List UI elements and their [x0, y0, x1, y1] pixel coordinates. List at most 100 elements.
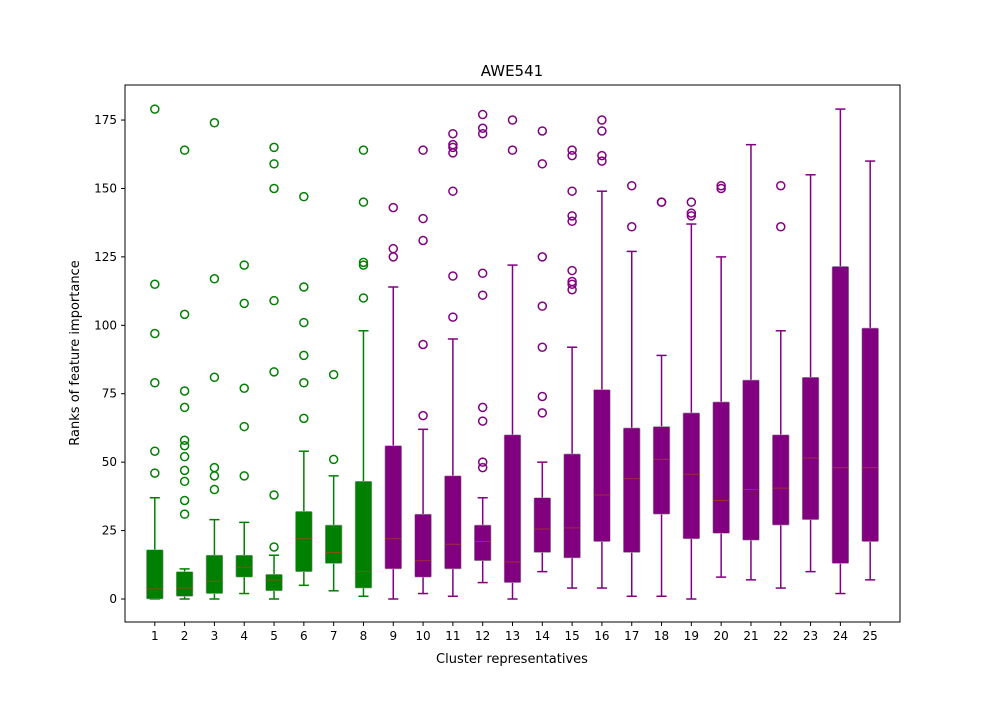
x-tick-label: 3 — [211, 629, 219, 643]
outlier-point — [179, 451, 190, 462]
y-tick-label: 175 — [94, 113, 117, 127]
outlier-point — [239, 471, 249, 481]
outlier-point — [477, 268, 488, 279]
outlier-point — [567, 279, 577, 290]
outlier-point — [209, 471, 220, 481]
box-group-13 — [503, 115, 522, 600]
box — [414, 513, 432, 578]
outlier-point — [686, 211, 697, 221]
box-group-6 — [295, 191, 313, 587]
outlier-point — [179, 509, 190, 519]
y-tick-label: 75 — [102, 387, 117, 401]
outlier-point — [358, 293, 369, 303]
box — [593, 389, 611, 542]
outlier-point — [269, 159, 279, 169]
outlier-point — [597, 156, 607, 166]
outlier-point — [477, 416, 488, 426]
box-group-25 — [861, 160, 879, 581]
outlier-point — [567, 276, 577, 287]
outlier-point — [150, 328, 160, 339]
outlier-point — [269, 142, 279, 153]
box — [295, 511, 313, 572]
outlier-point — [418, 339, 428, 350]
x-tick-label: 8 — [360, 629, 368, 643]
outlier-point — [567, 145, 577, 155]
box-group-10 — [414, 145, 432, 595]
x-tick-label: 4 — [240, 629, 248, 643]
outlier-point — [299, 378, 309, 388]
box — [831, 266, 850, 564]
outlier-point — [686, 208, 697, 218]
outlier-point — [626, 180, 637, 191]
outlier-point — [448, 142, 458, 153]
outlier-point — [477, 290, 488, 300]
outlier-point — [626, 222, 637, 232]
outlier-point — [179, 402, 190, 413]
box — [325, 524, 343, 564]
x-tick-label: 10 — [415, 629, 430, 643]
outlier-point — [179, 465, 190, 476]
x-tick-label: 21 — [743, 629, 758, 643]
outlier-point — [507, 145, 518, 155]
outlier-point — [299, 350, 309, 361]
box-group-18 — [652, 197, 671, 598]
outlier-point — [150, 279, 160, 290]
outlier-point — [179, 495, 190, 506]
outlier-point — [209, 118, 220, 128]
outlier-point — [567, 186, 577, 196]
x-tick-label: 7 — [330, 629, 338, 643]
box — [444, 475, 462, 570]
outlier-point — [358, 145, 369, 155]
outlier-point — [448, 128, 458, 139]
x-tick-label: 19 — [684, 629, 699, 643]
outlier-point — [597, 115, 607, 125]
box — [533, 497, 551, 553]
x-tick-label: 11 — [445, 629, 460, 643]
outlier-point — [150, 378, 160, 388]
outlier-point — [448, 271, 458, 281]
x-axis-label: Cluster representatives — [436, 652, 588, 667]
outlier-point — [656, 197, 667, 207]
x-tick-label: 25 — [863, 629, 878, 643]
outlier-point — [597, 126, 607, 136]
outlier-point — [418, 410, 428, 421]
outlier-point — [477, 128, 488, 139]
outlier-point — [299, 191, 309, 202]
box-group-19 — [682, 197, 700, 600]
box — [503, 434, 522, 583]
outlier-point — [388, 243, 399, 254]
outlier-point — [179, 309, 190, 320]
outlier-point — [716, 180, 726, 191]
box — [384, 445, 402, 570]
outlier-point — [150, 446, 160, 456]
box — [354, 481, 373, 589]
outlier-point — [388, 252, 399, 262]
outlier-point — [567, 150, 577, 161]
outlier-point — [477, 402, 488, 413]
outlier-point — [179, 145, 190, 155]
outlier-point — [179, 386, 190, 396]
x-tick-label: 1 — [151, 629, 159, 643]
outlier-point — [239, 421, 249, 432]
box — [146, 549, 164, 600]
outlier-point — [179, 476, 190, 487]
y-tick-label: 100 — [94, 318, 117, 332]
y-tick-label: 125 — [94, 250, 117, 264]
outlier-point — [597, 150, 607, 161]
x-tick-label: 20 — [714, 629, 729, 643]
outlier-point — [299, 317, 309, 328]
outlier-point — [537, 301, 548, 311]
box-group-9 — [384, 202, 402, 600]
box — [772, 434, 790, 526]
outlier-point — [477, 123, 488, 133]
outlier-point — [686, 197, 697, 207]
box-group-3 — [205, 118, 224, 600]
outlier-point — [269, 183, 279, 194]
box-group-1 — [146, 104, 164, 600]
outlier-point — [269, 542, 279, 552]
outlier-point — [328, 369, 339, 380]
box — [563, 453, 581, 559]
outlier-point — [776, 180, 786, 191]
y-tick-label: 50 — [102, 455, 117, 469]
outlier-point — [537, 126, 548, 136]
